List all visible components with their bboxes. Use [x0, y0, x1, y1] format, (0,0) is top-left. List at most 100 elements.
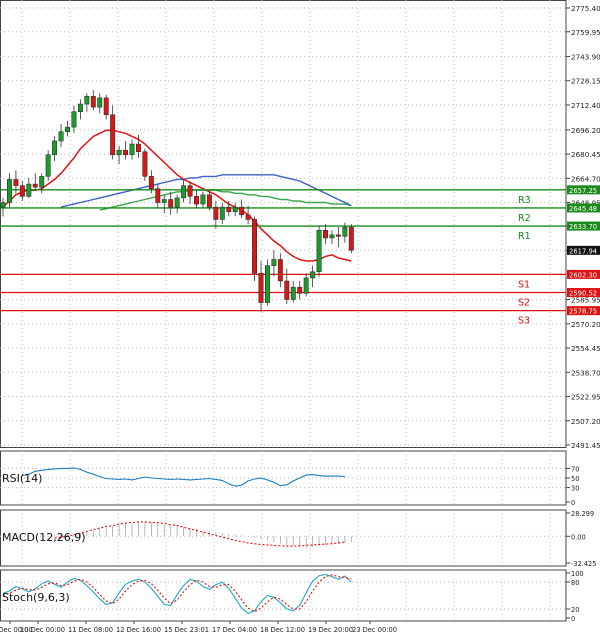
- level-price-tag: [567, 269, 600, 279]
- price-tick-label: 2775.40: [571, 4, 600, 13]
- candle-body: [252, 219, 258, 274]
- time-tick-label: 12 Dec 16:00: [116, 626, 161, 634]
- candle-body: [303, 277, 309, 294]
- candle-body: [200, 194, 206, 205]
- panel-series-0: [54, 521, 345, 547]
- level-price-label: 2633.70: [569, 223, 597, 231]
- candle-body: [123, 149, 128, 156]
- level-price-label: 2590.52: [569, 290, 597, 298]
- candle-body: [39, 176, 45, 188]
- panel-series-0: [22, 467, 345, 487]
- panel-tick-label: 80: [571, 579, 579, 587]
- price-tick-label: 2491.45: [571, 441, 600, 450]
- candle-body: [219, 206, 225, 220]
- candle-body: [26, 183, 32, 197]
- candle-body: [329, 234, 335, 239]
- candle-body: [232, 206, 238, 213]
- panel-title: MACD(12,26,9): [2, 531, 86, 544]
- panel-tick-label: 20: [571, 606, 579, 614]
- panel-series-0: [2, 573, 352, 615]
- price-tick-label: 2554.45: [571, 344, 600, 353]
- level-name-r3: R3: [518, 195, 531, 206]
- time-tick-label: 10 Dec 00:00: [20, 626, 65, 634]
- candle-body: [194, 196, 199, 205]
- panel-0: 70 50 30 0 RSI(14): [0, 450, 579, 507]
- level-name-s3: S3: [518, 316, 530, 327]
- level-price-tag: [567, 288, 600, 298]
- price-tick-label: 2664.70: [571, 174, 600, 183]
- candle-body: [97, 97, 103, 108]
- ma-green-line: [99, 189, 352, 211]
- panel-title: Stoch(9,6,3): [2, 591, 70, 604]
- level-price-label: 2578.75: [569, 308, 597, 316]
- candle-body: [168, 199, 174, 208]
- candle-body: [77, 103, 83, 112]
- candle-body: [155, 188, 161, 203]
- candle-body: [239, 206, 245, 216]
- price-tick-label: 2712.40: [571, 101, 600, 110]
- current-price-label: 2617.94: [569, 247, 597, 255]
- candle-body: [187, 185, 193, 197]
- candle-body: [323, 229, 328, 239]
- candle-body: [258, 273, 264, 303]
- main-frame: [0, 0, 567, 448]
- price-tick-label: 2696.20: [571, 126, 600, 135]
- panel-tick-label: -32.425: [571, 560, 596, 568]
- candle-body: [277, 259, 283, 282]
- candle-body: [245, 214, 251, 220]
- candle-body: [206, 194, 212, 208]
- grid: [0, 0, 567, 448]
- panel-series-1: [2, 574, 352, 613]
- price-tick-label: 2585.95: [571, 296, 600, 305]
- panel-tick-label: 0: [571, 615, 575, 623]
- time-tick-label: 19 Dec 20:00: [308, 626, 353, 634]
- level-price-tag: [567, 221, 600, 231]
- price-axis: 2775.40 2759.95 2743.90 2728.15 2712.40 2696.…: [566, 4, 600, 450]
- panel-frame: [0, 569, 567, 622]
- candle-body: [90, 96, 96, 108]
- level-name-r1: R1: [518, 231, 531, 242]
- price-tick-label: 2680.45: [571, 150, 600, 159]
- candle-body: [271, 259, 277, 266]
- level-price-tag: [567, 306, 600, 316]
- price-tick-label: 2507.20: [571, 417, 600, 426]
- candle-body: [84, 96, 90, 105]
- main-plot[interactable]: R3 R2 R1 S1 S2 S3: [0, 90, 566, 327]
- price-tick-label: 2522.95: [571, 393, 600, 402]
- price-tick-label: 2538.70: [571, 368, 600, 377]
- ma-red-line: [2, 129, 352, 262]
- candle-body: [161, 199, 167, 203]
- level-price-label: 2602.30: [569, 271, 597, 279]
- panel-frame: [0, 509, 567, 567]
- time-tick-label: 9 Dec 00:00: [0, 626, 33, 634]
- candle-body: [265, 265, 270, 303]
- current-price-tag: [567, 245, 600, 255]
- price-tick-label: 2743.90: [571, 52, 600, 61]
- panel-1: 28.299 0.00 -32.425 MACD(12,26,9): [0, 509, 596, 568]
- time-tick-label: 15 Dec 23:01: [164, 626, 209, 634]
- candle-body: [19, 185, 25, 197]
- candle-body: [290, 286, 296, 300]
- candle-body: [110, 114, 116, 156]
- panel-tick-label: 70: [571, 465, 579, 473]
- level-name-s2: S2: [518, 298, 530, 309]
- candle-body: [310, 271, 316, 279]
- time-tick-label: 17 Dec 04:00: [212, 626, 257, 634]
- panel-frame: [0, 450, 567, 506]
- candle-body: [297, 286, 303, 294]
- candle-body: [32, 183, 38, 188]
- level-price-label: 2645.48: [569, 205, 597, 213]
- candle-body: [335, 234, 341, 237]
- time-tick-label: 23 Dec 00:00: [352, 626, 397, 634]
- candle-body: [13, 179, 19, 186]
- candle-body: [136, 143, 141, 152]
- price-tick-label: 2728.15: [571, 77, 600, 86]
- candle-body: [148, 176, 154, 189]
- candle-body: [284, 280, 290, 300]
- candle-body: [71, 111, 77, 128]
- candle-body: [226, 206, 232, 213]
- time-tick-label: 11 Dec 08:00: [68, 626, 113, 634]
